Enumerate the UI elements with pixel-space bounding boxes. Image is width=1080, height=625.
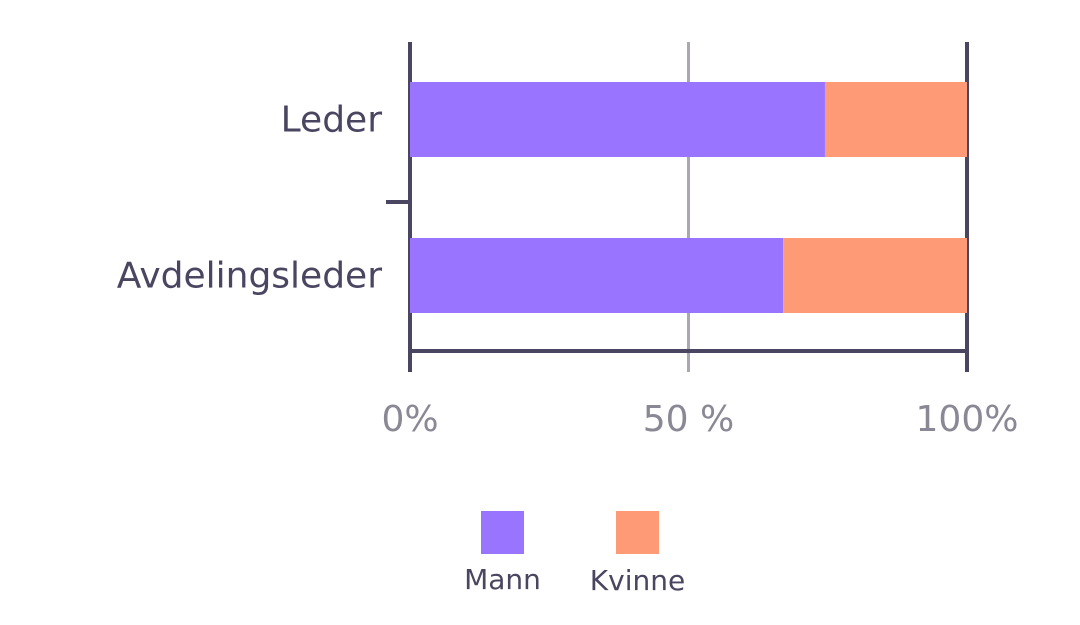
legend-swatch xyxy=(616,511,659,554)
y-tick-label: Avdelingsleder xyxy=(117,256,382,297)
legend-label: Kvinne xyxy=(590,564,685,597)
bar xyxy=(824,82,967,157)
x-tick-label: 0% xyxy=(381,399,438,440)
bar xyxy=(410,238,784,313)
x-tick-label: 100% xyxy=(916,399,1019,440)
x-tick-label: 50 % xyxy=(643,399,734,440)
legend-swatch xyxy=(481,511,524,554)
bar xyxy=(783,238,967,313)
bar xyxy=(410,82,825,157)
legend-label: Mann xyxy=(464,563,541,596)
y-tick-label: Leder xyxy=(281,100,383,141)
